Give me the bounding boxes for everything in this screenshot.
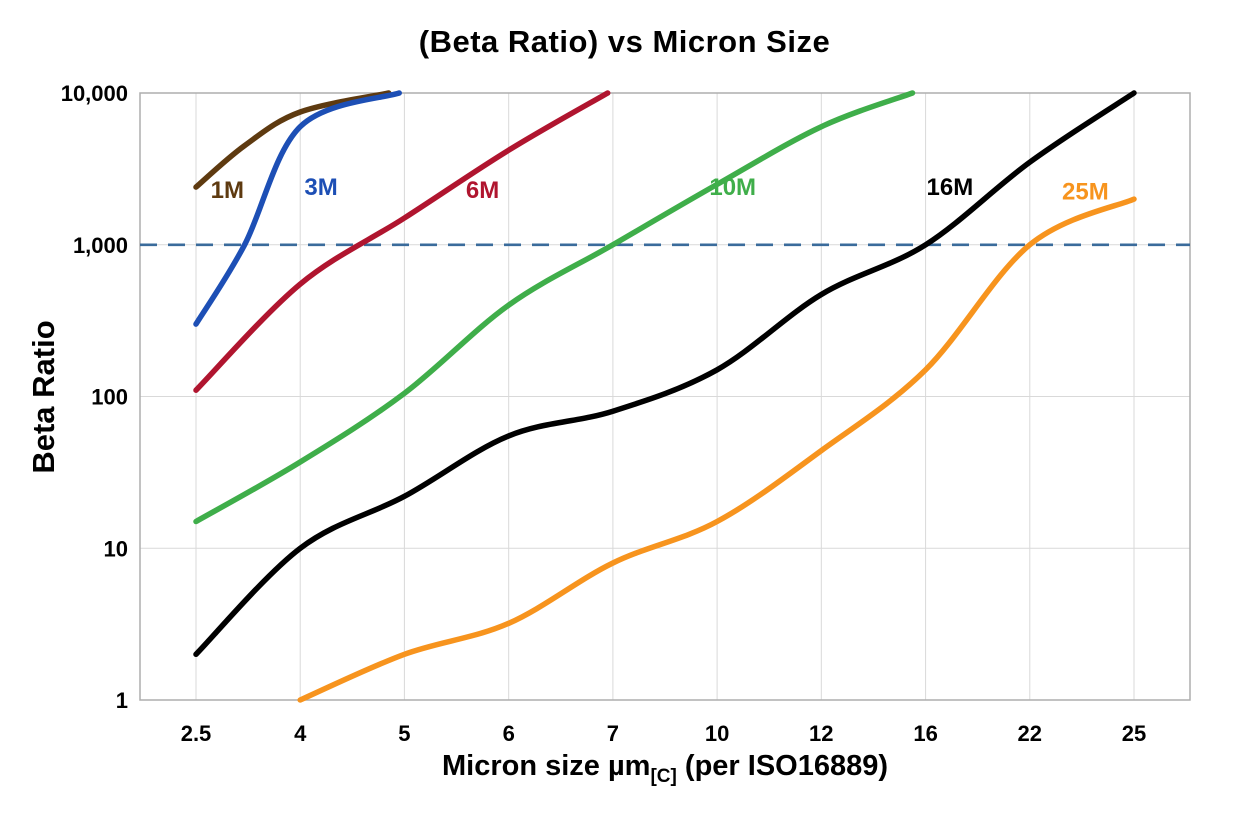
series-curve-10m: [193, 90, 916, 525]
series-label-1m: 1M: [211, 177, 244, 204]
x-tick-label: 16: [913, 721, 937, 746]
x-axis-title-suffix: (per ISO16889): [676, 750, 889, 782]
series-label-10m: 10M: [709, 174, 756, 201]
series-label-25m: 25M: [1062, 178, 1109, 205]
y-tick-label: 10,000: [61, 81, 128, 106]
plot-border: [139, 92, 1191, 701]
x-tick-label: 5: [398, 721, 410, 746]
x-axis-title: Micron size µm[C] (per ISO16889): [140, 750, 1190, 788]
x-tick-label: 25: [1122, 721, 1146, 746]
y-tick-label: 10: [104, 536, 128, 561]
y-tick-label: 100: [91, 385, 128, 410]
series-label-3m: 3M: [304, 174, 337, 201]
x-tick-label: 6: [503, 721, 515, 746]
x-tick-label: 22: [1018, 721, 1042, 746]
x-tick-label: 4: [294, 721, 307, 746]
series-curve-16m: [193, 90, 1137, 658]
x-tick-label: 7: [607, 721, 619, 746]
series-curve-6m: [193, 90, 611, 393]
x-tick-label: 12: [809, 721, 833, 746]
x-axis-title-main: Micron size µm: [441, 750, 651, 782]
series-curve-3m: [193, 90, 402, 327]
chart-title: (Beta Ratio) vs Micron Size: [418, 24, 831, 59]
series-curve-1m: [193, 90, 392, 190]
x-tick-label: 10: [705, 721, 729, 746]
series-curve-25m: [297, 196, 1137, 703]
series-label-6m: 6M: [466, 177, 499, 204]
x-tick-label: 2.5: [181, 721, 212, 746]
y-tick-label: 1: [116, 688, 128, 713]
x-axis-title-subscript: [C]: [650, 766, 677, 787]
y-tick-label: 1,000: [73, 233, 128, 258]
series-label-16m: 16M: [927, 174, 974, 201]
